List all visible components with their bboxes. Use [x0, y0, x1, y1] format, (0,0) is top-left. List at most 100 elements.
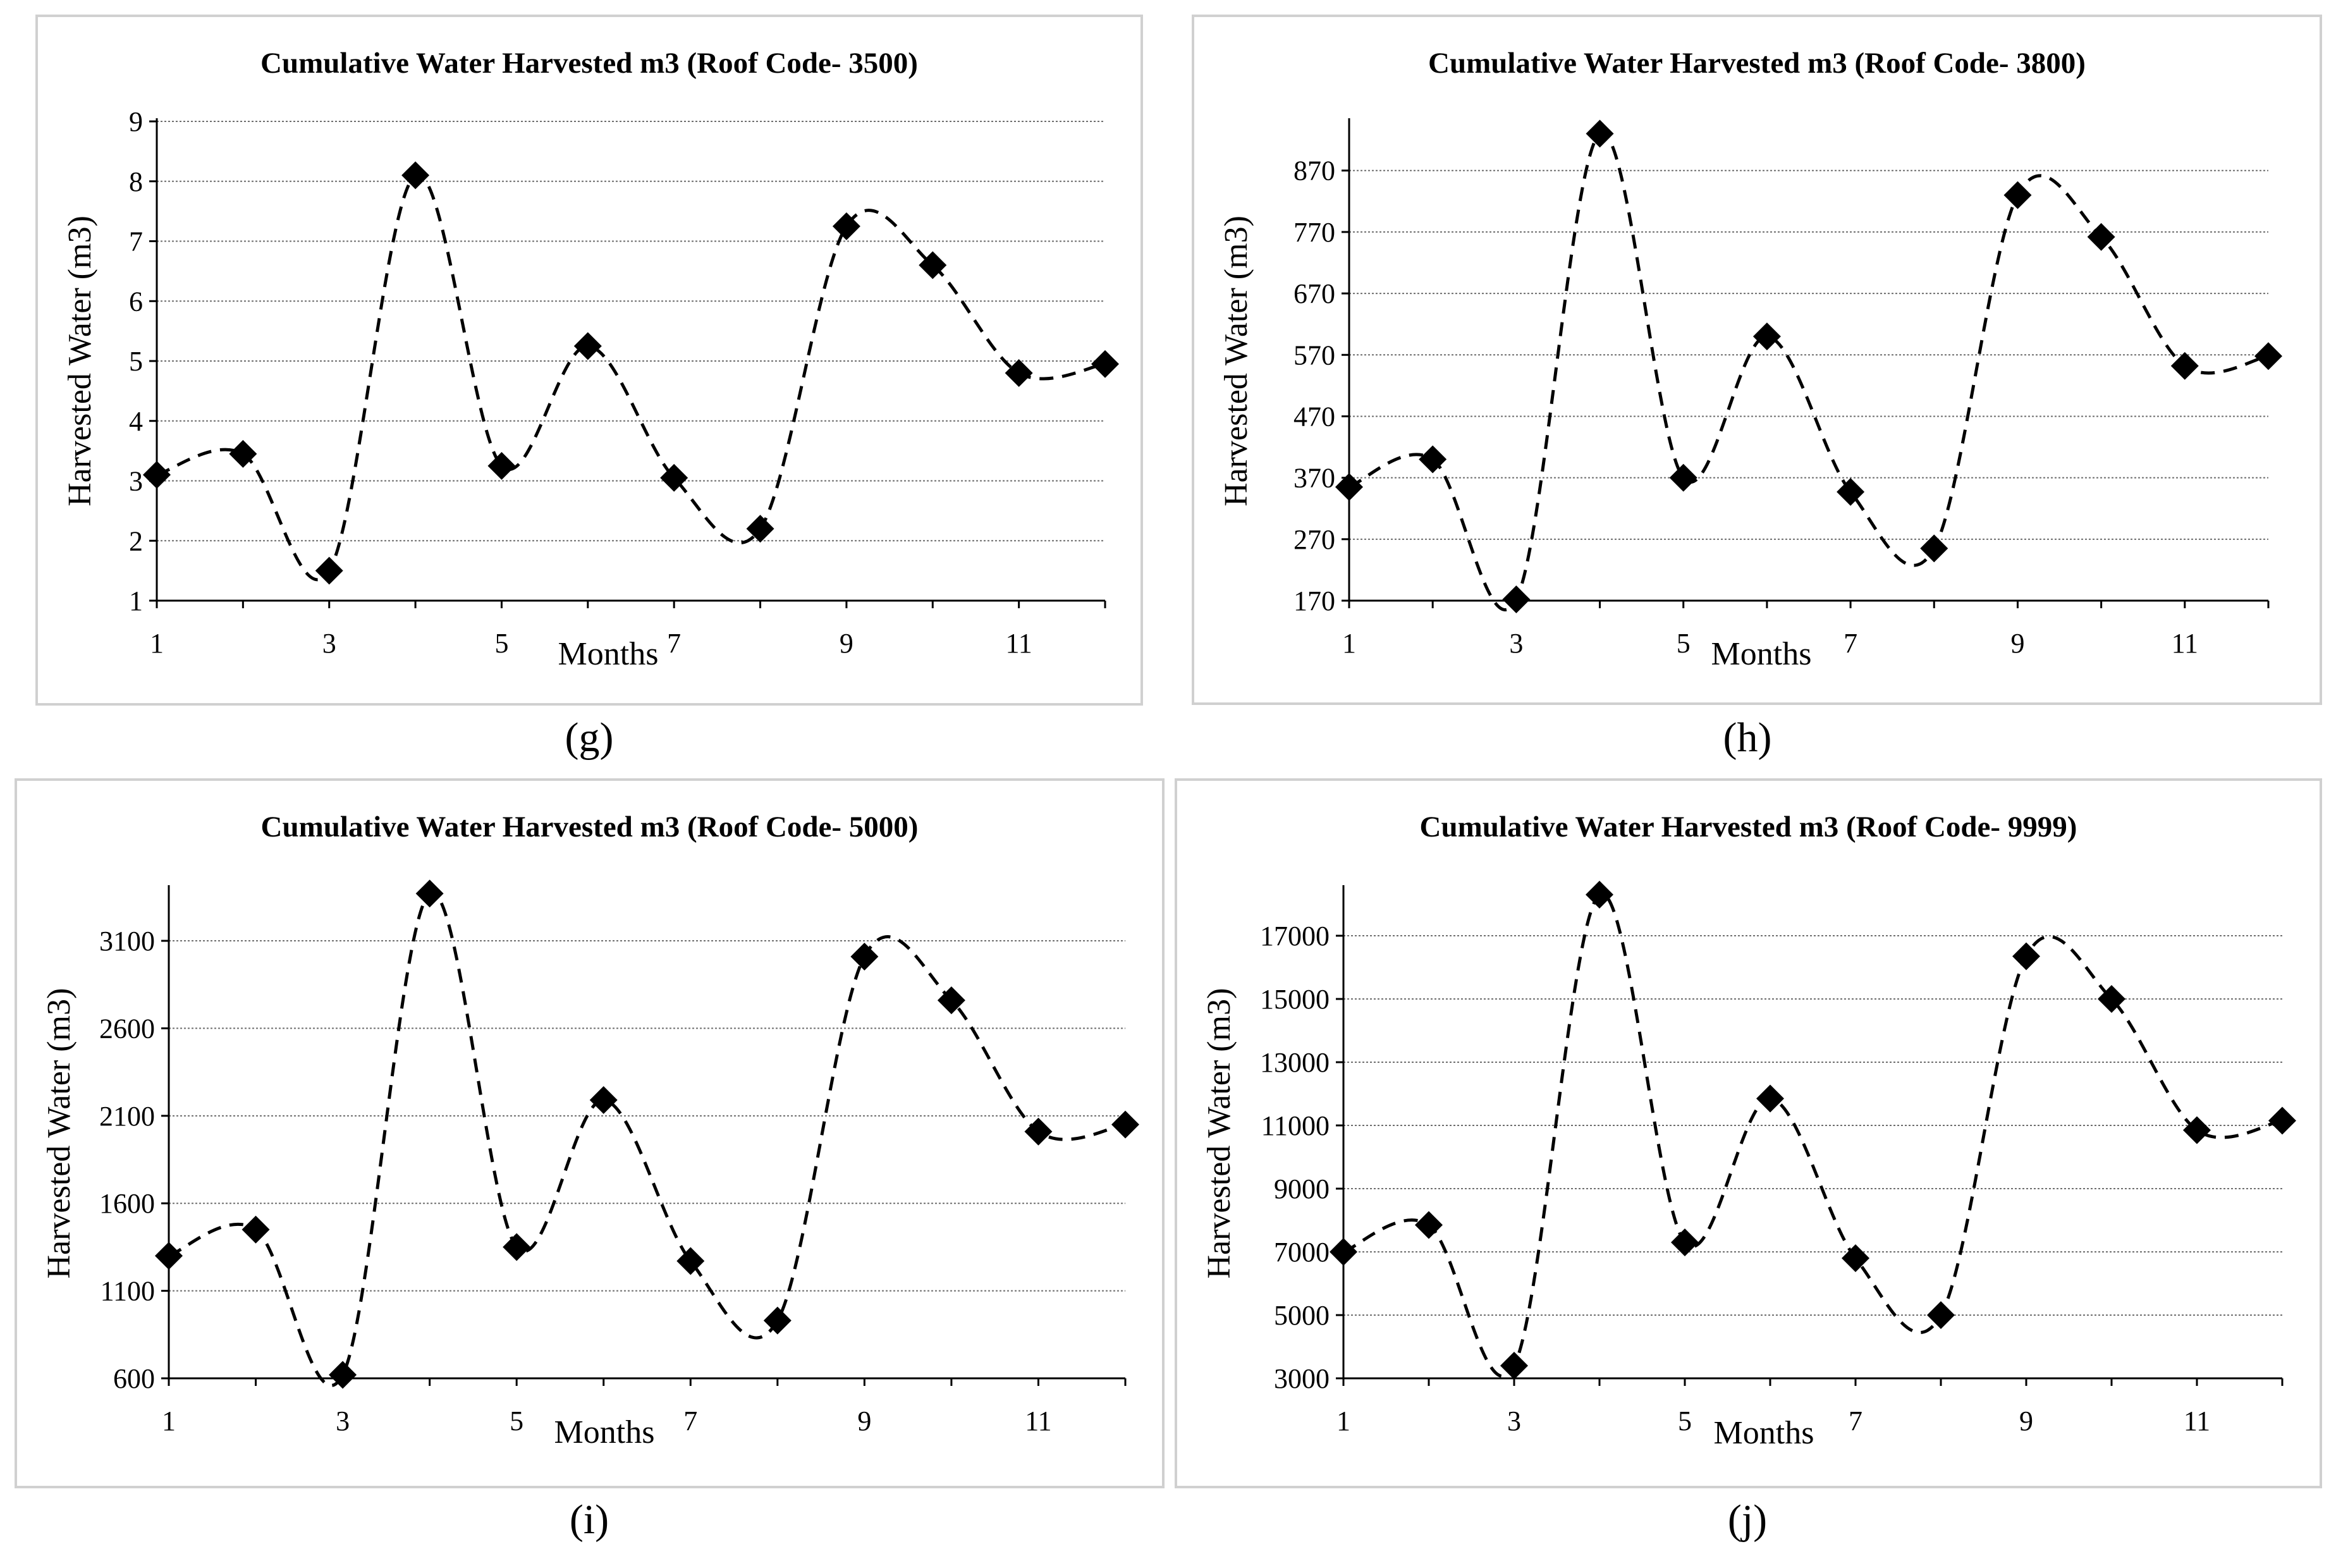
data-point-marker	[1920, 534, 1948, 563]
y-tick-label: 7000	[1274, 1237, 1330, 1268]
x-tick-label: 3	[322, 628, 336, 659]
y-tick-label: 1100	[101, 1276, 155, 1307]
y-tick-label: 170	[1293, 585, 1335, 616]
data-point-marker	[919, 251, 947, 279]
y-tick-label: 5	[129, 346, 143, 377]
data-point-marker	[1752, 322, 1781, 351]
y-tick-label: 4	[129, 406, 143, 437]
x-axis-title: Months	[554, 1414, 655, 1450]
x-tick-label: 3	[1509, 628, 1523, 659]
x-tick-label: 5	[1677, 628, 1691, 659]
data-point-marker	[1586, 881, 1613, 909]
x-tick-label: 11	[1005, 628, 1032, 659]
data-point-marker	[1502, 585, 1531, 614]
y-tick-label: 3100	[99, 926, 155, 957]
chart-frame	[1175, 778, 2322, 1488]
x-tick-label: 11	[2172, 628, 2198, 659]
x-tick-label: 1	[1342, 628, 1356, 659]
data-point-marker	[1005, 358, 1033, 387]
data-point-marker	[143, 461, 171, 489]
data-point-marker	[2012, 942, 2040, 971]
data-point-marker	[1335, 473, 1363, 501]
data-point-marker	[401, 161, 430, 190]
data-point-marker	[229, 439, 257, 468]
y-tick-label: 3	[129, 466, 143, 497]
y-tick-label: 670	[1293, 278, 1335, 309]
y-tick-label: 370	[1293, 463, 1335, 494]
data-point-marker	[242, 1215, 270, 1244]
y-tick-label: 13000	[1260, 1047, 1330, 1078]
x-tick-label: 7	[1849, 1406, 1862, 1436]
data-point-marker	[746, 515, 774, 543]
x-tick-label: 11	[1025, 1406, 1051, 1436]
chart-panel-i: Cumulative Water Harvested m3 (Roof Code…	[15, 778, 1165, 1543]
y-axis-title: Harvested Water (m3)	[41, 988, 77, 1279]
y-tick-label: 3000	[1274, 1363, 1330, 1394]
y-tick-label: 11000	[1261, 1110, 1330, 1141]
data-point-marker	[1500, 1352, 1528, 1380]
y-tick-label: 270	[1293, 524, 1335, 555]
y-tick-label: 570	[1293, 340, 1335, 371]
data-point-marker	[2170, 352, 2199, 380]
panel-caption: (i)	[570, 1497, 609, 1543]
data-point-marker	[589, 1086, 618, 1114]
data-point-marker	[2268, 1106, 2296, 1135]
data-point-marker	[2087, 223, 2115, 251]
data-point-marker	[832, 212, 860, 240]
x-tick-label: 7	[683, 1406, 697, 1436]
data-point-marker	[937, 986, 965, 1015]
y-tick-label: 770	[1293, 217, 1335, 248]
chart-frame	[15, 778, 1165, 1488]
y-tick-label: 9	[129, 106, 143, 137]
panel-caption: (h)	[1723, 714, 1772, 761]
y-tick-label: 1	[129, 585, 143, 616]
data-point-marker	[850, 942, 879, 971]
x-tick-label: 11	[2184, 1406, 2210, 1436]
y-tick-label: 2	[129, 525, 143, 556]
data-point-marker	[1842, 1244, 1869, 1272]
y-tick-label: 1600	[99, 1188, 155, 1219]
x-tick-label: 5	[510, 1406, 523, 1436]
data-point-marker	[2254, 342, 2282, 371]
data-point-marker	[1927, 1301, 1955, 1329]
y-tick-label: 15000	[1260, 984, 1330, 1015]
x-tick-label: 3	[336, 1406, 350, 1436]
data-point-marker	[763, 1306, 792, 1335]
x-tick-label: 1	[1336, 1406, 1350, 1436]
x-tick-label: 1	[150, 628, 164, 659]
data-point-marker	[503, 1233, 531, 1261]
data-point-marker	[1091, 350, 1119, 378]
x-tick-label: 7	[667, 628, 681, 659]
y-tick-label: 2100	[99, 1101, 155, 1132]
x-axis-title: Months	[1711, 636, 1812, 672]
data-point-marker	[1419, 445, 1447, 474]
data-point-marker	[2098, 985, 2125, 1013]
data-point-marker	[155, 1242, 183, 1270]
data-point-marker	[2003, 181, 2032, 209]
y-tick-label: 6	[129, 286, 143, 317]
y-tick-label: 470	[1293, 401, 1335, 432]
y-tick-label: 9000	[1274, 1173, 1330, 1204]
x-tick-label: 9	[857, 1406, 871, 1436]
y-tick-label: 7	[129, 226, 143, 257]
data-point-marker	[1415, 1211, 1443, 1239]
data-point-marker	[676, 1247, 705, 1275]
x-tick-label: 9	[2010, 628, 2024, 659]
chart-panel-j: Cumulative Water Harvested m3 (Roof Code…	[1175, 778, 2322, 1543]
data-point-marker	[415, 879, 444, 908]
x-tick-label: 5	[1678, 1406, 1692, 1436]
series-line	[168, 891, 1126, 1387]
chart-title: Cumulative Water Harvested m3 (Roof Code…	[1420, 811, 2077, 843]
data-point-marker	[1837, 477, 1865, 506]
data-point-marker	[660, 463, 688, 492]
x-axis-title: Months	[1714, 1415, 1814, 1451]
y-tick-label: 870	[1293, 156, 1335, 187]
chart-frame	[1192, 15, 2322, 705]
data-point-marker	[2183, 1116, 2211, 1144]
x-tick-label: 1	[162, 1406, 176, 1436]
y-axis-title: Harvested Water (m3)	[1218, 216, 1254, 506]
panel-caption: (g)	[565, 714, 614, 761]
chart-title: Cumulative Water Harvested m3 (Roof Code…	[261, 811, 919, 843]
x-tick-label: 9	[840, 628, 853, 659]
data-point-marker	[573, 332, 602, 360]
